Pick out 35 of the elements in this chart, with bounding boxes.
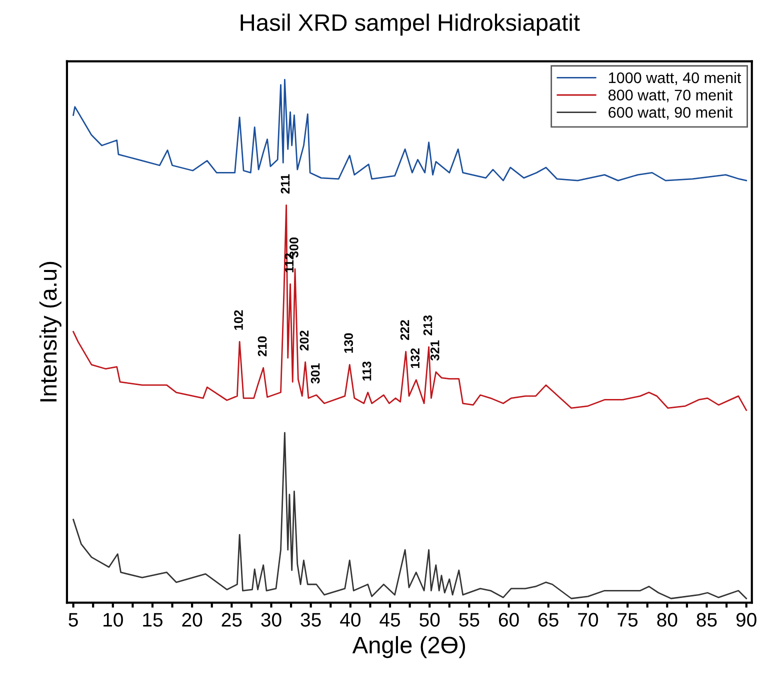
chart-title: Hasil XRD sampel Hidroksiapatit — [240, 14, 580, 36]
x-tick-label: 90 — [736, 612, 756, 627]
annotation: 132 — [410, 348, 420, 368]
y-axis-title: Intensity (a.u) — [39, 262, 62, 402]
x-tick-label: 35 — [300, 612, 321, 627]
x-tick-label: 5 — [68, 613, 78, 627]
x-tick-label: 20 — [182, 612, 202, 627]
legend-label: 1000 watt, 40 menit — [609, 72, 742, 86]
x-tick-label: 70 — [578, 612, 598, 627]
x-axis-title: Angle (2Ө) — [352, 636, 466, 658]
x-tick-label: 80 — [657, 612, 678, 627]
x-tick-label: 25 — [222, 612, 242, 627]
legend-label: 600 watt, 90 menit — [608, 106, 733, 120]
x-tick-label: 85 — [696, 612, 717, 627]
annotation: 301 — [310, 363, 320, 384]
x-tick-label: 65 — [538, 612, 558, 627]
x-tick-label: 75 — [618, 613, 638, 627]
x-tick-label: 45 — [380, 613, 400, 627]
x-tick-label: 15 — [143, 613, 162, 627]
annotation: 210 — [258, 336, 267, 356]
x-tick-label: 50 — [420, 612, 440, 627]
annotation: 222 — [400, 320, 410, 340]
annotation: 113 — [362, 362, 372, 381]
x-tick-label: 40 — [340, 612, 360, 627]
annotation: 211 — [280, 174, 290, 194]
annotation: 213 — [423, 315, 432, 336]
x-tick-label: 10 — [104, 612, 123, 627]
annotation: 102 — [234, 310, 243, 330]
x-tick-label: 60 — [498, 612, 519, 627]
x-tick-label: 30 — [261, 612, 282, 627]
annotation: 202 — [300, 330, 309, 351]
annotation: 130 — [344, 333, 354, 353]
annotation: 321 — [430, 340, 440, 361]
x-tick-label: 55 — [459, 613, 480, 627]
legend-label: 800 watt, 70 menit — [608, 89, 733, 102]
